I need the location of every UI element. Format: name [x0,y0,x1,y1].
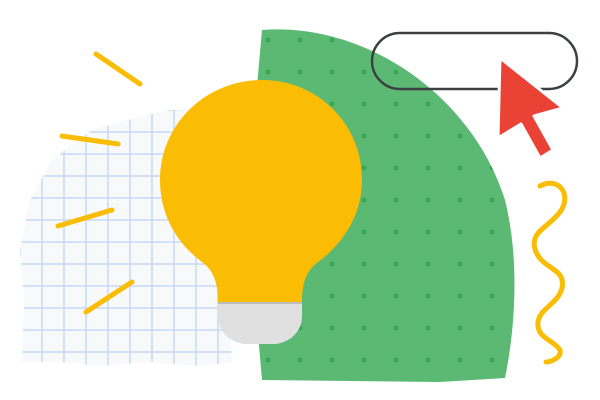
green-dot [361,133,367,139]
green-dot [361,325,367,331]
green-dot [393,69,399,75]
green-dot [361,229,367,235]
green-dot [425,101,431,107]
green-dot [361,165,367,171]
green-dot [361,357,367,363]
green-dot [457,133,463,139]
green-dot [425,37,431,43]
green-dot [361,261,367,267]
green-dot [489,165,495,171]
green-dot [393,325,399,331]
green-dot [361,197,367,203]
green-dot [393,357,399,363]
green-dot [457,293,463,299]
doodle-stroke-mid [55,207,115,229]
green-dot [361,69,367,75]
green-dot [489,101,495,107]
green-dot [457,261,463,267]
green-dot [457,101,463,107]
green-dot [489,69,495,75]
mouse-pointer-icon [496,56,565,160]
green-dot [297,37,303,43]
green-dot [265,357,271,363]
green-dot [393,229,399,235]
green-dot [489,357,495,363]
green-dot [489,229,495,235]
green-dot [329,325,335,331]
mouse-pointer-arrow [496,56,565,160]
green-dot [297,69,303,75]
green-dot [489,37,495,43]
green-dot [425,357,431,363]
green-dot [329,357,335,363]
green-dot [489,261,495,267]
green-dot [457,69,463,75]
green-dot [457,37,463,43]
green-dot [265,37,271,43]
green-dot [489,133,495,139]
green-dot [361,101,367,107]
lightbulb-icon [160,80,362,344]
green-dot [329,37,335,43]
squiggle-doodle-icon [531,180,568,365]
green-dot [393,197,399,203]
green-dot [329,261,335,267]
green-dot [425,293,431,299]
green-dot [425,165,431,171]
green-dot [457,229,463,235]
green-dot [393,261,399,267]
green-dot [425,261,431,267]
search-bar-outline-icon [370,31,579,91]
green-dot [361,37,367,43]
green-dot [457,357,463,363]
green-dot [393,165,399,171]
doodle-stroke-bottom [83,279,135,315]
doodle-stroke-left [59,133,121,147]
doodle-stroke-top [93,51,143,87]
green-dot [361,293,367,299]
green-dot [393,293,399,299]
lightbulb-glass [160,80,362,302]
green-dot [393,37,399,43]
green-dot [425,69,431,75]
green-dot [329,69,335,75]
green-dot [425,133,431,139]
green-dot [457,197,463,203]
green-dot [457,325,463,331]
green-dot [425,325,431,331]
doodle-strokes [55,51,568,365]
green-dot [457,165,463,171]
green-dot [393,133,399,139]
green-dot [425,229,431,235]
green-dot [489,325,495,331]
green-dot [489,197,495,203]
green-dot [425,197,431,203]
green-dot [489,293,495,299]
green-dot [393,101,399,107]
green-dot [297,357,303,363]
green-dot [329,293,335,299]
green-dot [265,69,271,75]
lightbulb-base [218,302,302,344]
green-dot [329,101,335,107]
